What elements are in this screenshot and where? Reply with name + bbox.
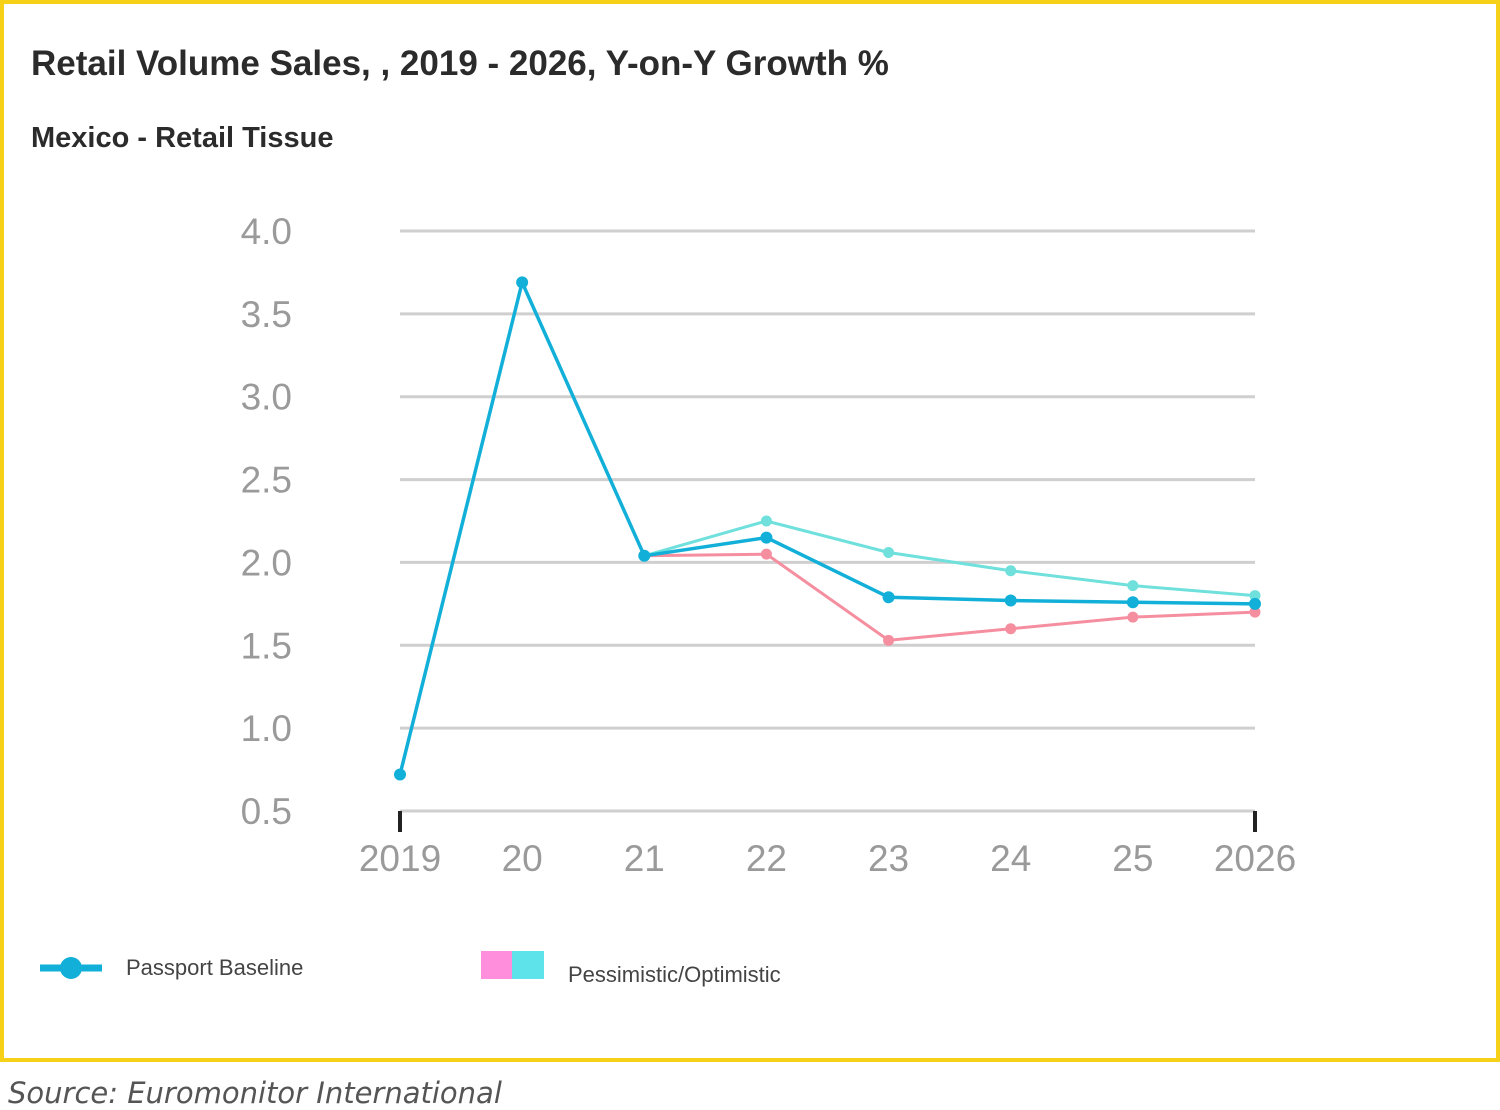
data-point-pessimistic[interactable] bbox=[760, 548, 772, 560]
data-point-passport-baseline[interactable] bbox=[1004, 594, 1017, 607]
y-tick-label: 2.5 bbox=[241, 460, 292, 501]
line-chart: 0.5 1.0 1.5 2.0 2.5 3.0 3.5 4.0 2019 20 21 22 23 24 25… bbox=[241, 211, 1297, 879]
y-tick-label: 4.0 bbox=[241, 211, 292, 252]
x-tick-label: 21 bbox=[624, 838, 665, 879]
series-line-passport-baseline bbox=[398, 280, 1256, 775]
grid-lines bbox=[400, 229, 1255, 813]
chart-title: Retail Volume Sales, , 2019 - 2026, Y-on… bbox=[31, 44, 889, 83]
x-tick-label: 23 bbox=[868, 838, 909, 879]
pessimistic-optimistic-swatch-icon bbox=[481, 951, 544, 979]
data-point-passport-baseline[interactable] bbox=[516, 276, 529, 289]
chart-frame: Retail Volume Sales, , 2019 - 2026, Y-on… bbox=[0, 0, 1500, 1062]
series-lines bbox=[394, 276, 1261, 781]
data-point-pessimistic[interactable] bbox=[1005, 623, 1017, 635]
x-tick-label: 24 bbox=[990, 838, 1031, 879]
source-note: Source: Euromonitor International bbox=[8, 1076, 502, 1110]
series-line-optimistic bbox=[643, 519, 1256, 598]
x-tick-label: 2019 bbox=[359, 838, 441, 879]
data-point-passport-baseline[interactable] bbox=[1249, 597, 1261, 610]
data-point-optimistic[interactable] bbox=[1249, 590, 1261, 602]
data-point-optimistic[interactable] bbox=[1005, 565, 1017, 577]
data-point-optimistic[interactable] bbox=[760, 515, 772, 527]
data-point-passport-baseline[interactable] bbox=[760, 531, 773, 544]
x-tick-label: 2026 bbox=[1214, 838, 1296, 879]
baseline-legend-icon bbox=[40, 957, 102, 979]
y-tick-label: 3.0 bbox=[241, 377, 292, 418]
data-point-passport-baseline[interactable] bbox=[638, 549, 651, 562]
legend-label-pessimistic-optimistic: Pessimistic/Optimistic bbox=[568, 962, 781, 987]
tick-labels: 0.5 1.0 1.5 2.0 2.5 3.0 3.5 4.0 2019 20 21 22 23 24 25… bbox=[241, 211, 1297, 879]
series-line-pessimistic bbox=[644, 552, 1256, 642]
data-point-passport-baseline[interactable] bbox=[394, 768, 406, 781]
chart-subtitle: Mexico - Retail Tissue bbox=[31, 122, 334, 154]
y-tick-label: 2.0 bbox=[241, 542, 292, 583]
legend-label-baseline: Passport Baseline bbox=[126, 955, 304, 980]
data-point-optimistic[interactable] bbox=[883, 546, 895, 558]
x-tick-label: 25 bbox=[1112, 838, 1153, 879]
x-tick-label: 22 bbox=[746, 838, 787, 879]
data-point-pessimistic[interactable] bbox=[1127, 611, 1139, 623]
y-tick-label: 0.5 bbox=[241, 791, 292, 832]
data-point-passport-baseline[interactable] bbox=[1126, 596, 1139, 609]
x-tick-label: 20 bbox=[502, 838, 543, 879]
legend-item-baseline[interactable]: Passport Baseline bbox=[38, 950, 303, 986]
y-tick-label: 3.5 bbox=[241, 294, 292, 335]
y-tick-label: 1.5 bbox=[241, 625, 292, 666]
x-axis bbox=[398, 811, 1257, 832]
data-point-passport-baseline[interactable] bbox=[882, 591, 895, 604]
data-point-pessimistic[interactable] bbox=[1249, 606, 1261, 618]
y-tick-label: 1.0 bbox=[241, 708, 292, 749]
legend-item-pessimistic-optimistic[interactable]: Pessimistic/Optimistic bbox=[481, 944, 781, 988]
data-point-pessimistic[interactable] bbox=[883, 634, 895, 646]
data-point-optimistic[interactable] bbox=[1127, 580, 1139, 592]
